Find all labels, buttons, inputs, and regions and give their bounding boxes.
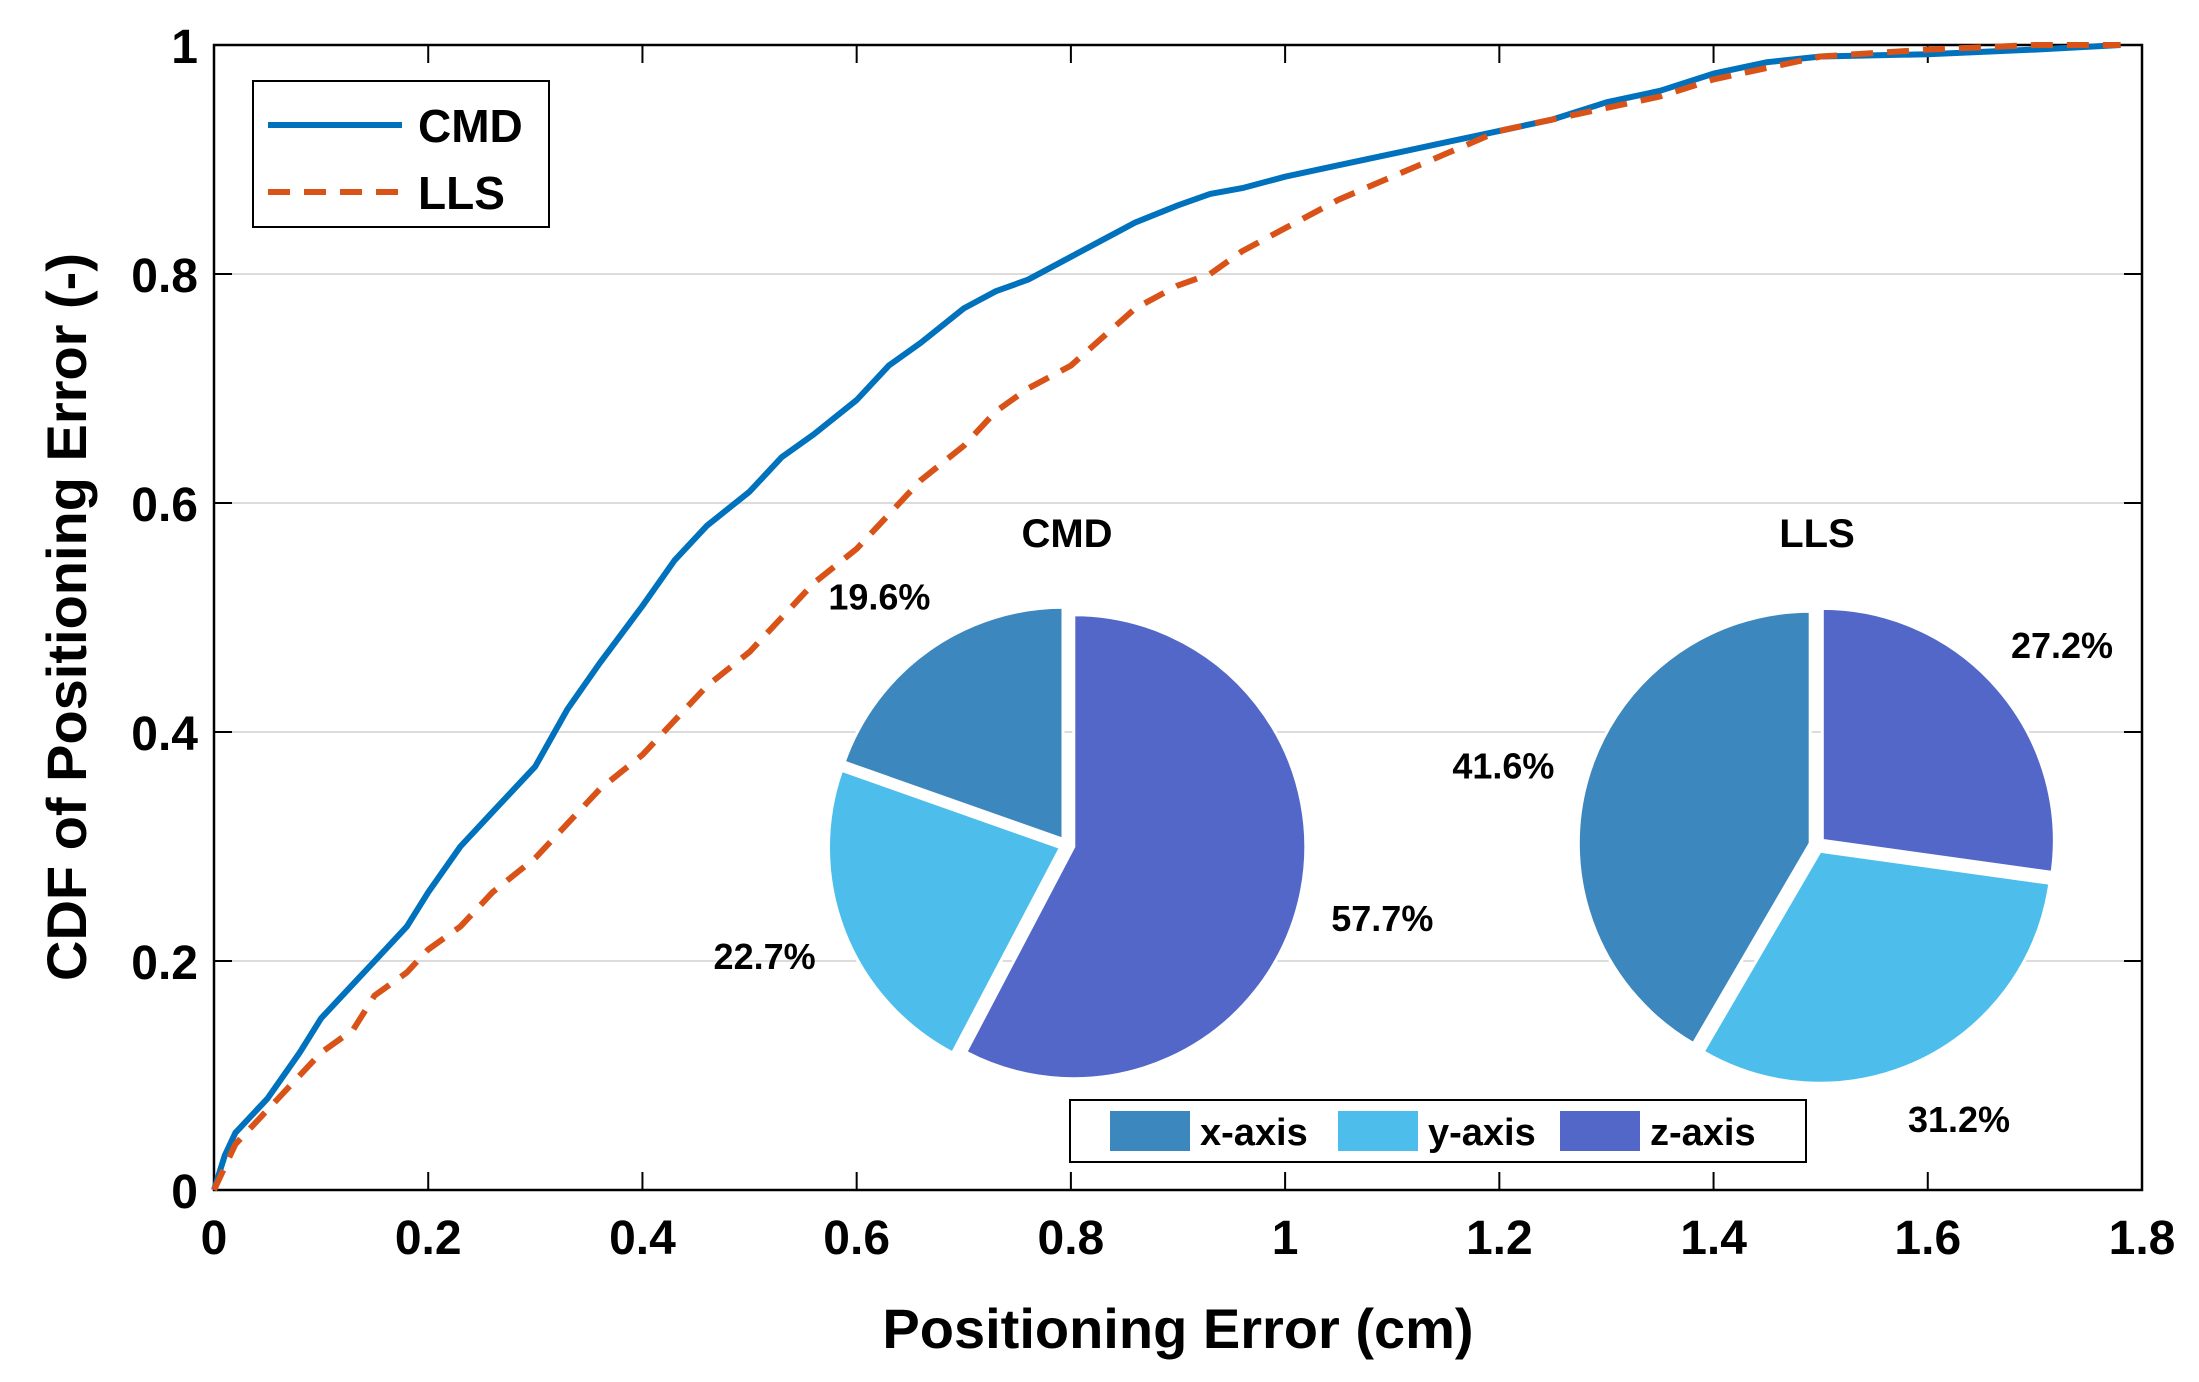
pie-cmd-title: CMD [1021,512,1112,556]
pie-slice-label: 41.6% [1452,746,1554,787]
pie-slice-z-axis [1820,606,2056,875]
legend-x-axis-label: x-axis [1200,1112,1308,1154]
x-tick-label: 0 [201,1212,228,1265]
pie-cmd: 57.7% 22.7% 19.6% [714,576,1433,1081]
line-legend: CMD LLS [252,80,550,228]
pie-slice-x-axis [1576,609,1812,1046]
x-tick-label: 1 [1272,1212,1299,1265]
pie-slice-label: 57.7% [1331,898,1433,939]
pie-legend-box [1069,1099,1807,1163]
pie-slice-y-axis [1701,849,2052,1085]
y-tick-label: 0.6 [131,479,198,532]
x-tick-label: 1.2 [1466,1212,1533,1265]
x-tick-label: 1.4 [1680,1212,1747,1265]
pie-slice-label: 22.7% [714,936,816,977]
axis-ticks: 0 0.2 0.4 0.6 0.8 1 0 0.2 0.4 0.6 0.8 1 1.2 1.4 1.6 1.8 [131,21,2175,1265]
x-tick-label: 1.6 [1894,1212,1961,1265]
y-tick-label: 0.2 [131,937,198,990]
x-tick-label: 0.6 [823,1212,890,1265]
line-legend-box [252,80,550,228]
y-tick-label: 1 [171,21,198,74]
x-tick-label: 1.8 [2109,1212,2176,1265]
pie-slice-label: 31.2% [1908,1099,2010,1140]
pie-slice-y-axis [827,768,1063,1055]
legend-y-axis-label: y-axis [1428,1112,1536,1154]
cdf-lines [211,42,2121,1192]
y-tick-label: 0.4 [131,708,198,761]
y-tick-label: 0 [171,1166,198,1219]
pie-legend: x-axis y-axis z-axis [1069,1099,1807,1163]
legend-z-axis-swatch [1560,1111,1640,1151]
legend-lls-label: LLS [418,167,505,219]
legend-cmd-label: CMD [418,100,523,152]
y-tick-label: 0.8 [131,250,198,303]
x-tick-label: 0.2 [395,1212,462,1265]
pie-lls-title: LLS [1779,512,1855,556]
pie-slice-label: 27.2% [2011,625,2113,666]
pie-slice-z-axis [963,613,1308,1081]
legend-x-axis-swatch [1110,1111,1190,1151]
series-line-lls [211,42,2121,1192]
x-tick-label: 0.8 [1038,1212,1105,1265]
y-axis-label: CDF of Positioning Error (-) [35,253,98,981]
pie-slice-label: 19.6% [828,576,930,617]
x-axis-label: Positioning Error (cm) [882,1297,1473,1360]
pie-slice-x-axis [842,605,1065,842]
pie-lls: 27.2% 31.2% 41.6% [1452,606,2113,1140]
legend-z-axis-label: z-axis [1650,1112,1756,1154]
legend-y-axis-swatch [1338,1111,1418,1151]
x-tick-label: 0.4 [609,1212,676,1265]
